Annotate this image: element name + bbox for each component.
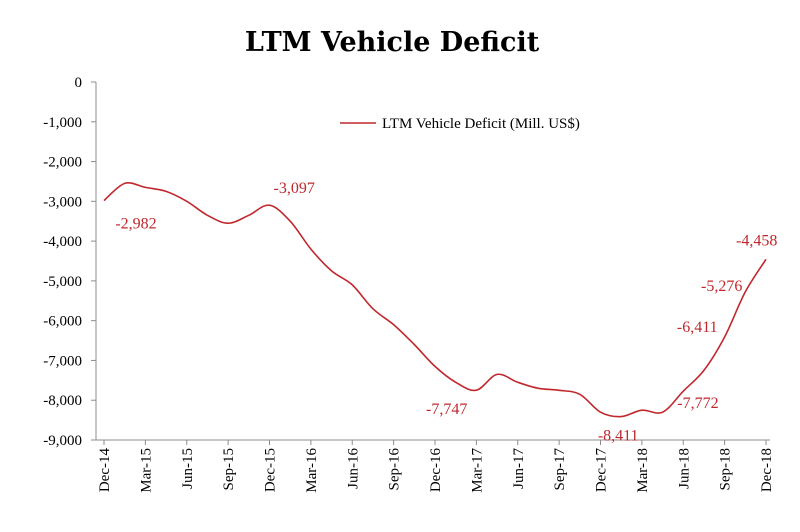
x-tick-label: Jun-15 bbox=[180, 448, 196, 489]
chart-title: LTM Vehicle Deficit bbox=[245, 27, 540, 58]
axes bbox=[95, 82, 770, 441]
data-label: -4,458 bbox=[736, 232, 777, 249]
y-axis-ticks: 0 -1,000 -2,000 -3,000 -4,000 -5,000 -6,000 -7,… bbox=[43, 75, 96, 449]
x-tick-label: Mar-18 bbox=[635, 448, 651, 493]
data-label: -8,411 bbox=[598, 428, 639, 445]
x-tick-label: Sep-16 bbox=[387, 448, 403, 491]
x-tick-label: Mar-15 bbox=[138, 448, 154, 493]
data-label: -5,276 bbox=[701, 278, 742, 295]
x-tick-label: Mar-17 bbox=[469, 448, 485, 493]
y-tick-label: -9,000 bbox=[43, 433, 82, 449]
data-label: -6,411 bbox=[677, 319, 718, 336]
x-axis-ticks: Dec-14 Mar-15 Jun-15 Sep-15 Dec-15 Mar-16 Jun-… bbox=[97, 440, 775, 493]
x-tick-label: Jun-17 bbox=[511, 448, 527, 489]
legend-label: LTM Vehicle Deficit (Mill. US$) bbox=[382, 116, 580, 132]
y-tick-label: -4,000 bbox=[43, 234, 82, 250]
x-tick-label: Dec-15 bbox=[263, 448, 279, 492]
x-tick-label: Dec-17 bbox=[594, 448, 610, 493]
data-label: -3,097 bbox=[274, 180, 315, 197]
x-tick-label: Sep-17 bbox=[552, 448, 568, 491]
x-tick-label: Sep-18 bbox=[718, 448, 734, 491]
y-tick-label: -1,000 bbox=[43, 115, 82, 131]
data-label: -7,747 bbox=[426, 401, 467, 418]
y-tick-label: -5,000 bbox=[43, 274, 82, 290]
y-tick-label: 0 bbox=[75, 75, 83, 91]
x-tick-label: Mar-16 bbox=[304, 448, 320, 493]
y-tick-label: -3,000 bbox=[43, 194, 82, 210]
y-tick-label: -2,000 bbox=[43, 155, 82, 171]
x-tick-label: Sep-15 bbox=[221, 448, 237, 491]
series-group bbox=[103, 182, 767, 418]
data-label: -7,772 bbox=[677, 395, 718, 412]
data-labels: -2,982 -3,097 -7,747 -8,411 -7,772 -6,411 -5,2… bbox=[115, 180, 777, 444]
y-tick-label: -8,000 bbox=[43, 393, 82, 409]
x-tick-label: Jun-18 bbox=[676, 448, 692, 489]
x-tick-label: Dec-18 bbox=[759, 448, 775, 492]
y-tick-label: -7,000 bbox=[43, 353, 82, 369]
series-line bbox=[103, 182, 767, 418]
x-tick-label: Dec-16 bbox=[428, 448, 444, 493]
x-tick-label: Dec-14 bbox=[97, 448, 113, 493]
x-tick-label: Jun-16 bbox=[345, 448, 361, 489]
y-tick-label: -6,000 bbox=[43, 314, 82, 330]
legend: LTM Vehicle Deficit (Mill. US$) bbox=[340, 116, 580, 132]
data-label: -2,982 bbox=[115, 216, 156, 233]
